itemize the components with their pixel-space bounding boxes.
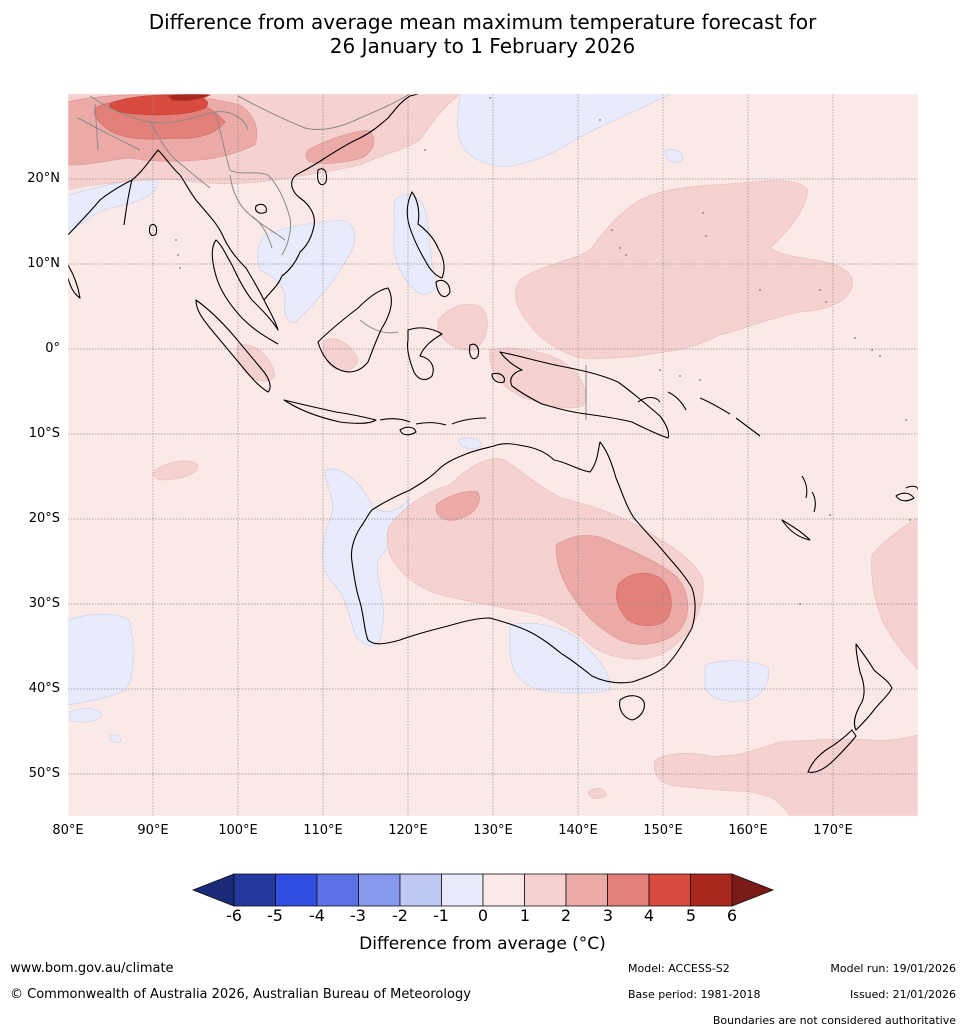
colorbar-tick-label: -4 (309, 906, 325, 925)
lat-label-10n: 10°N (27, 256, 60, 271)
colorbar-tick-label: 6 (726, 906, 738, 925)
lon-label-120e: 120°E (388, 823, 428, 838)
model-run-date: Model run: 19/01/2026 (830, 962, 956, 975)
colorbar-segment (275, 873, 318, 907)
colorbar-tick-label: -3 (350, 906, 366, 925)
lon-label-90e: 90°E (137, 823, 169, 838)
lat-label-20n: 20°N (27, 171, 60, 186)
lon-label-100e: 100°E (218, 823, 258, 838)
coastlines (68, 94, 918, 773)
warm-anomaly-4-6 (109, 94, 211, 116)
colorbar-segment (607, 873, 650, 907)
lat-label-0: 0° (45, 341, 60, 356)
colorbar-low-extension (191, 873, 235, 907)
country-boundaries (77, 94, 587, 420)
graticule (68, 94, 918, 816)
lon-label-140e: 140°E (558, 823, 598, 838)
cool-anomaly-regions (68, 94, 769, 743)
colorbar-segment (399, 873, 442, 907)
lon-label-130e: 130°E (473, 823, 513, 838)
lon-label-110e: 110°E (303, 823, 343, 838)
lat-label-10s: 10°S (28, 426, 60, 441)
website-url[interactable]: www.bom.gov.au/climate (10, 961, 174, 976)
map-frame (67, 93, 919, 817)
map-title: Difference from average mean maximum tem… (0, 10, 965, 58)
colorbar-tick-label: -6 (226, 906, 242, 925)
issued-date: Issued: 21/01/2026 (849, 988, 956, 1001)
colorbar-segment (648, 873, 691, 907)
colorbar-segment (565, 873, 608, 907)
colorbar-segment (316, 873, 359, 907)
lat-label-30s: 30°S (28, 596, 60, 611)
lon-label-150e: 150°E (643, 823, 683, 838)
colorbar-high-extension (731, 873, 775, 907)
colorbar-segment (441, 873, 484, 907)
lon-label-170e: 170°E (813, 823, 853, 838)
lat-label-50s: 50°S (28, 766, 60, 781)
colorbar (191, 873, 775, 907)
colorbar-tick-label: 4 (643, 906, 655, 925)
copyright-notice: © Commonwealth of Australia 2026, Austra… (10, 987, 471, 1002)
colorbar-tick-label: -5 (267, 906, 283, 925)
colorbar-tick-label: -1 (433, 906, 449, 925)
title-line-1: Difference from average mean maximum tem… (148, 10, 817, 34)
lat-label-40s: 40°S (28, 681, 60, 696)
colorbar-tick-label: 2 (560, 906, 572, 925)
map-area (68, 94, 918, 816)
model-name: Model: ACCESS-S2 (628, 962, 730, 975)
colorbar-segment (482, 873, 525, 907)
base-period: Base period: 1981-2018 (628, 988, 761, 1001)
boundaries-disclaimer: Boundaries are not considered authoritat… (712, 1014, 956, 1027)
lon-label-80e: 80°E (52, 823, 84, 838)
colorbar-tick-label: -2 (392, 906, 408, 925)
small-islands (175, 97, 911, 605)
lon-label-160e: 160°E (728, 823, 768, 838)
colorbar-segment (233, 873, 276, 907)
colorbar-tick-label: 5 (685, 906, 697, 925)
colorbar-segment (524, 873, 567, 907)
title-line-2: 26 January to 1 February 2026 (329, 34, 636, 58)
colorbar-segment (358, 873, 401, 907)
lat-label-20s: 20°S (28, 511, 60, 526)
colorbar-title: Difference from average (°C) (359, 934, 606, 954)
colorbar-tick-label: 1 (519, 906, 531, 925)
colorbar-segment (690, 873, 733, 907)
colorbar-tick-label: 0 (477, 906, 489, 925)
colorbar-tick-label: 3 (602, 906, 614, 925)
